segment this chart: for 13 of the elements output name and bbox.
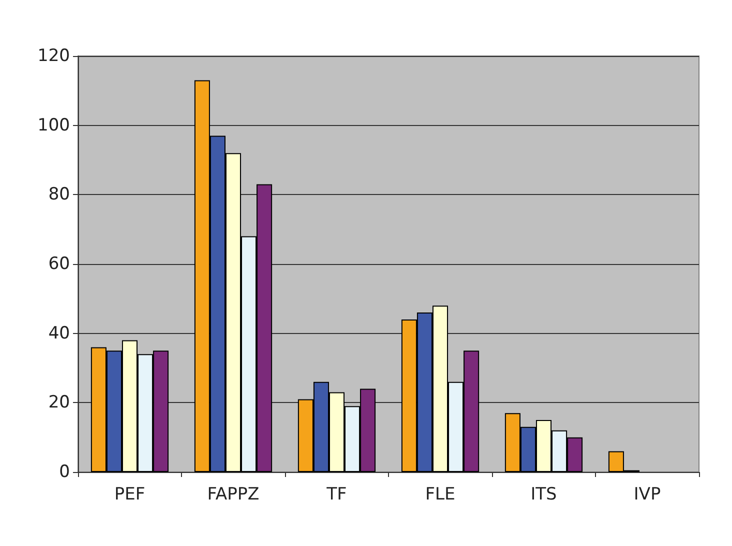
y-tick-label: 80	[48, 184, 70, 205]
y-tick-label: 100	[38, 115, 70, 136]
y-tick-label: 20	[48, 392, 70, 413]
y-tick-label: 0	[59, 462, 70, 482]
x-tick-label: IVP	[634, 484, 661, 504]
x-tick-label: FAPPZ	[207, 484, 260, 504]
x-tick-label: TF	[326, 484, 347, 504]
x-tick-label: ITS	[530, 484, 557, 504]
x-tick-label: FLE	[425, 484, 456, 504]
y-tick-label: 40	[48, 323, 70, 344]
y-tick-label: 60	[48, 254, 70, 274]
x-tick-label: PEF	[114, 484, 146, 504]
y-tick-label: 120	[38, 46, 70, 66]
